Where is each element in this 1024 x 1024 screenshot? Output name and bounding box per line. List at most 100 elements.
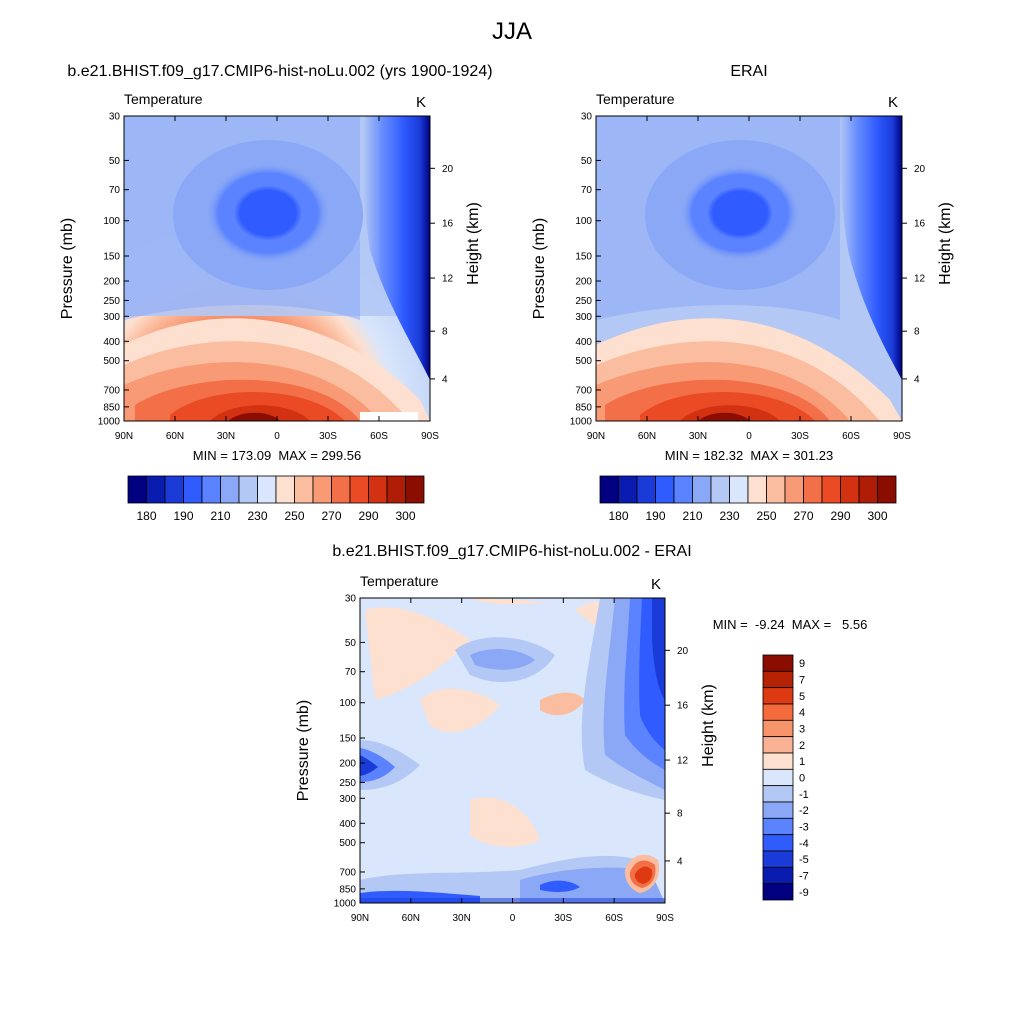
diff-colorbar-label: -4: [799, 838, 809, 850]
diff-colorbar-label: -7: [799, 871, 809, 883]
colorbar-swatch: [636, 475, 656, 504]
diff-colorbar-label: 7: [799, 675, 805, 687]
colorbar-swatch: [127, 475, 147, 504]
diff-ytick-label: 500: [339, 838, 356, 849]
model-minmax: MIN = 173.09 MAX = 299.56: [192, 448, 362, 463]
obs-ytick-label: 100: [575, 216, 592, 227]
model-colorbar: 180 190 210 230 250 270 290 300: [127, 475, 425, 523]
colorbar-label: 250: [756, 509, 776, 523]
model-y2tick-label: 20: [442, 164, 454, 175]
diff-units-label: K: [651, 576, 661, 593]
diff-colorbar-label: 5: [799, 691, 805, 703]
colorbar-label: 290: [830, 509, 850, 523]
colorbar-swatch: [312, 475, 332, 504]
colorbar-swatch: [784, 475, 804, 504]
model-y2tick-label: 8: [442, 327, 448, 338]
colorbar-swatch: [294, 475, 314, 504]
diff-colorbar-swatch: [762, 736, 794, 754]
model-ytick-label: 70: [109, 185, 121, 196]
colorbar-label: 210: [210, 509, 230, 523]
diff-colorbar-label: -2: [799, 805, 809, 817]
obs-ytick-label: 300: [575, 312, 592, 323]
diff-ytick-label: 250: [339, 778, 356, 789]
diff-colorbar-swatch: [762, 654, 794, 672]
obs-y2tick-label: 16: [914, 219, 926, 230]
colorbar-swatch: [331, 475, 351, 504]
colorbar-swatch: [275, 475, 295, 504]
colorbar-swatch: [821, 475, 841, 504]
model-xtick-label: 90S: [421, 431, 439, 442]
obs-minmax: MIN = 182.32 MAX = 301.23: [664, 448, 834, 463]
obs-ytick-label: 500: [575, 356, 592, 367]
colorbar-swatch: [858, 475, 878, 504]
colorbar-label: 230: [719, 509, 739, 523]
diff-y2label: Height (km): [700, 684, 717, 767]
diff-y2tick-label: 20: [677, 646, 689, 657]
colorbar-label: 300: [867, 509, 887, 523]
colorbar-swatch: [405, 475, 425, 504]
colorbar-swatch: [386, 475, 406, 504]
diff-colorbar-label: -1: [799, 789, 809, 801]
diff-colorbar-swatch: [762, 719, 794, 738]
diff-panel-title: b.e21.BHIST.f09_g17.CMIP6-hist-noLu.002 …: [332, 543, 692, 560]
diff-colorbar-label: 4: [799, 707, 805, 719]
model-ytick-label: 700: [103, 385, 120, 396]
colorbar-swatch: [729, 475, 749, 504]
colorbar-swatch: [368, 475, 388, 504]
obs-ytick-label: 30: [581, 112, 593, 123]
model-ytick-label: 150: [103, 251, 120, 262]
colorbar-label: 180: [608, 509, 628, 523]
model-y2tick-label: 16: [442, 219, 454, 230]
diff-ytick-label: 70: [345, 667, 357, 678]
colorbar-swatch: [146, 475, 166, 504]
diff-colorbar-swatch: [762, 817, 794, 836]
diff-xtick-label: 30S: [554, 913, 572, 924]
diff-colorbar-swatch: [762, 703, 794, 721]
diff-colorbar: 9 7 5 4 3 2 1 0 -1 -2 -3 -4 -5 -7 -9: [762, 654, 809, 901]
diff-colorbar-label: 2: [799, 740, 805, 752]
model-ytick-label: 50: [109, 156, 121, 167]
diff-ytick-label: 50: [345, 638, 357, 649]
obs-y2label: Height (km): [937, 202, 954, 285]
model-ytick-label: 500: [103, 356, 120, 367]
diff-colorbar-label: 0: [799, 773, 805, 785]
obs-y2tick-label: 12: [914, 274, 926, 285]
obs-panel-title: ERAI: [730, 63, 768, 80]
obs-ytick-label: 850: [575, 402, 592, 413]
obs-xtick-label: 30N: [689, 431, 707, 442]
diff-y2tick-label: 4: [677, 856, 683, 867]
model-ytick-label: 300: [103, 312, 120, 323]
diff-colorbar-swatch: [762, 785, 794, 803]
model-xtick-label: 30N: [217, 431, 235, 442]
diff-xtick-label: 60S: [605, 913, 623, 924]
diff-ytick-label: 700: [339, 867, 356, 878]
diff-y2tick-label: 8: [677, 809, 683, 820]
diff-colorbar-swatch: [762, 768, 794, 787]
diff-xtick-label: 90N: [351, 913, 369, 924]
model-panel-title: b.e21.BHIST.f09_g17.CMIP6-hist-noLu.002 …: [67, 63, 493, 80]
diff-ytick-label: 850: [339, 884, 356, 895]
model-ytick-label: 1000: [98, 417, 121, 428]
diff-xtick-label: 60N: [402, 913, 420, 924]
colorbar-label: 190: [645, 509, 665, 523]
diff-plot-area: [360, 598, 665, 903]
colorbar-swatch: [183, 475, 203, 504]
colorbar-label: 180: [136, 509, 156, 523]
model-ytick-label: 250: [103, 296, 120, 307]
obs-ytick-label: 250: [575, 296, 592, 307]
model-y2label: Height (km): [465, 202, 482, 285]
obs-xtick-label: 90S: [893, 431, 911, 442]
diff-variable-label: Temperature: [360, 573, 439, 589]
obs-ytick-label: 70: [581, 185, 593, 196]
diff-colorbar-label: 9: [799, 658, 805, 670]
obs-ytick-label: 400: [575, 337, 592, 348]
colorbar-swatch: [164, 475, 184, 504]
obs-ylabel: Pressure (mb): [531, 218, 548, 319]
colorbar-swatch: [673, 475, 693, 504]
colorbar-swatch: [747, 475, 767, 504]
colorbar-swatch: [238, 475, 258, 504]
diff-ytick-label: 100: [339, 698, 356, 709]
colorbar-swatch: [599, 475, 619, 504]
obs-xtick-label: 60N: [638, 431, 656, 442]
